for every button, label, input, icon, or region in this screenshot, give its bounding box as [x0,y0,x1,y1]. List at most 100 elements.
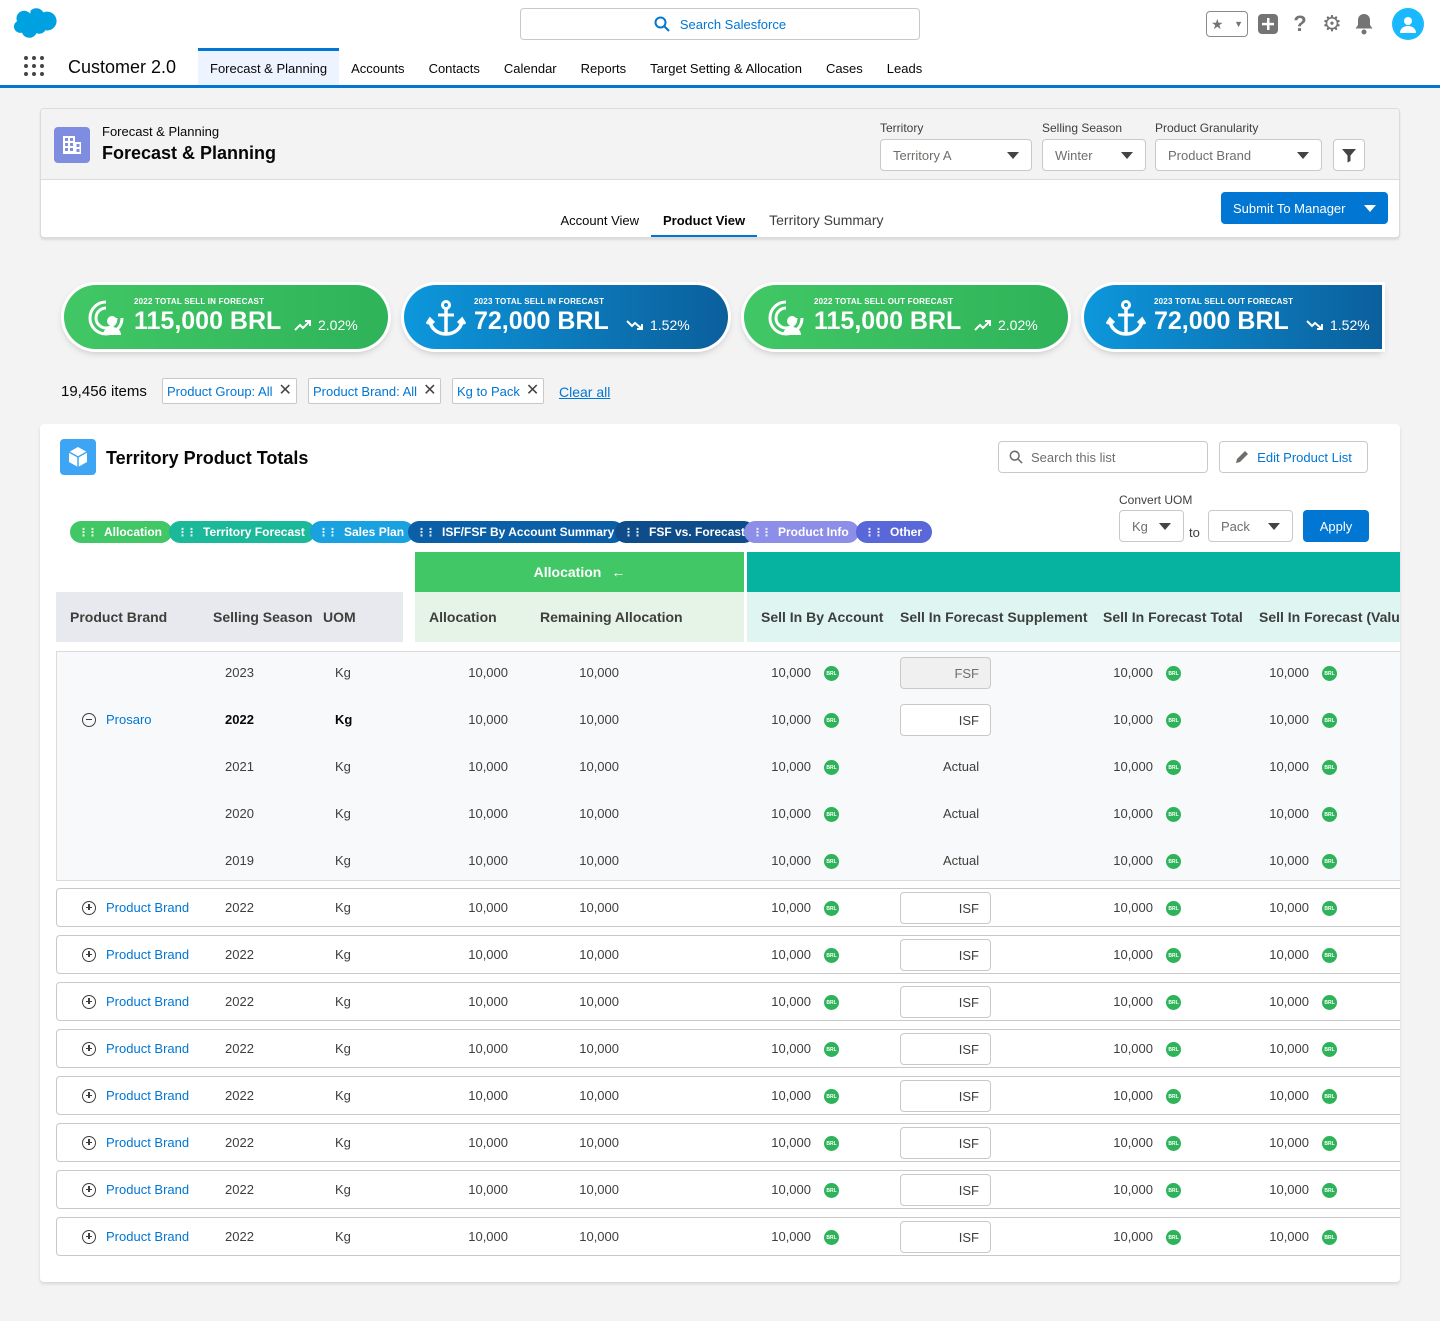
expand-icon[interactable] [82,1135,96,1150]
nav-item-accounts[interactable]: Accounts [351,60,405,76]
table-row[interactable] [56,1217,1400,1256]
col-header-uom[interactable]: UOM [323,609,356,625]
drag-handle-icon[interactable]: ⋮⋮ [78,526,98,539]
drag-handle-icon[interactable]: ⋮⋮ [864,526,884,539]
collapse-icon[interactable] [82,712,96,727]
drag-handle-icon[interactable]: ⋮⋮ [752,526,772,539]
supplement-input[interactable]: ISF [900,1127,991,1159]
supplement-input[interactable]: ISF [900,986,991,1018]
row-brand-link[interactable]: Product Brand [82,1088,189,1103]
nav-item-cases[interactable]: Cases [825,60,863,76]
drag-handle-icon[interactable]: ⋮⋮ [623,526,643,539]
tab-product-view[interactable]: Product View [651,205,758,237]
nav-item-target-setting[interactable]: Target Setting & Allocation [650,60,802,76]
app-launcher-icon[interactable] [24,56,44,76]
close-icon[interactable]: ✕ [423,382,437,399]
row-brand-link[interactable]: Product Brand [82,1182,189,1197]
row-brand-link[interactable]: Product Brand [82,947,189,962]
col-header-season[interactable]: Selling Season [213,609,313,625]
col-header-allocation[interactable]: Allocation [429,609,497,625]
col-header-value[interactable]: Sell In Forecast (Valu [1259,609,1400,625]
row-brand-link[interactable]: Product Brand [82,900,189,915]
uom-to-dropdown[interactable]: Pack [1208,510,1293,542]
drag-handle-icon[interactable]: ⋮⋮ [177,526,197,539]
supplement-input[interactable]: ISF [900,939,991,971]
nav-item-forecast-planning[interactable]: Forecast & Planning [198,48,340,85]
table-row[interactable] [56,888,1400,927]
row-brand-link[interactable]: Product Brand [82,1229,189,1244]
search-list-input[interactable]: Search this list [998,441,1208,473]
help-icon[interactable]: ? [1293,11,1307,36]
expand-icon[interactable] [82,900,96,915]
territory-product-totals-card: Territory Product Totals Search this lis… [40,424,1400,1282]
tab-account-view[interactable]: Account View [560,212,640,228]
gear-icon[interactable]: ⚙ [1322,11,1342,36]
chip-fsf-vs-forecast[interactable]: ⋮⋮ FSF vs. Forecast [615,521,756,543]
drag-handle-icon[interactable]: ⋮⋮ [318,526,338,539]
filter-pill-kg-to-pack[interactable]: Kg to Pack ✕ [452,378,545,404]
row-brand-link[interactable]: Product Brand [82,1135,189,1150]
row-brand-link[interactable]: Product Brand [82,994,189,1009]
expand-icon[interactable] [82,994,96,1009]
chip-product-info[interactable]: ⋮⋮ Product Info [744,521,859,543]
submit-to-manager-button[interactable]: Submit To Manager [1221,192,1388,224]
table-row[interactable] [56,935,1400,974]
global-search[interactable]: Search Salesforce [520,8,920,40]
filter-pill-product-group[interactable]: Product Group: All ✕ [162,378,297,404]
expand-icon[interactable] [82,947,96,962]
filter-button[interactable] [1333,139,1365,171]
nav-item-calendar[interactable]: Calendar [503,60,557,76]
table-row[interactable] [56,1076,1400,1115]
supplement-input[interactable]: ISF [900,1174,991,1206]
salesforce-logo[interactable] [14,8,58,40]
row-brand-link[interactable]: Product Brand [82,1041,189,1056]
chip-sales-plan[interactable]: ⋮⋮ Sales Plan [310,521,415,543]
season-dropdown[interactable]: Winter [1042,139,1146,171]
close-icon[interactable]: ✕ [278,382,292,399]
table-row[interactable] [56,1029,1400,1068]
col-header-brand[interactable]: Product Brand [70,609,168,625]
tab-territory-summary[interactable]: Territory Summary [769,212,884,228]
table-row[interactable] [56,1123,1400,1162]
expand-icon[interactable] [82,1088,96,1103]
chip-allocation[interactable]: ⋮⋮ Allocation [70,521,173,543]
total-cell: 10,000 [1113,759,1153,774]
expand-icon[interactable] [82,1041,96,1056]
drag-handle-icon[interactable]: ⋮⋮ [416,526,436,539]
user-avatar[interactable] [1392,8,1424,40]
nav-item-reports[interactable]: Reports [580,60,627,76]
chip-other[interactable]: ⋮⋮ Other [856,521,933,543]
supplement-input[interactable]: ISF [900,1080,991,1112]
supplement-input[interactable]: ISF [900,892,991,924]
add-icon[interactable] [1256,12,1280,36]
supplement-input[interactable]: ISF [900,1033,991,1065]
col-header-supplement[interactable]: Sell In Forecast Supplement [900,609,1088,625]
bell-icon[interactable] [1352,12,1376,36]
supplement-input[interactable]: ISF [900,704,991,736]
kpi-delta: 2.02% [974,317,1038,333]
col-header-sell-in-account[interactable]: Sell In By Account [761,609,884,625]
nav-item-contacts[interactable]: Contacts [428,60,480,76]
table-row[interactable] [56,982,1400,1021]
uom-from-dropdown[interactable]: Kg [1119,510,1184,542]
apply-button[interactable]: Apply [1303,510,1369,542]
edit-product-list-button[interactable]: Edit Product List [1219,441,1368,473]
allocation-group-header[interactable]: Allocation ← [415,552,744,592]
territory-dropdown[interactable]: Territory A [880,139,1032,171]
expand-icon[interactable] [82,1182,96,1197]
expand-icon[interactable] [82,1229,96,1244]
granularity-dropdown[interactable]: Product Brand [1155,139,1322,171]
table-row[interactable] [56,1170,1400,1209]
clear-all-link[interactable]: Clear all [559,384,611,400]
nav-item-leads[interactable]: Leads [886,60,923,76]
supplement-input[interactable]: ISF [900,1221,991,1253]
chip-territory-forecast[interactable]: ⋮⋮ Territory Forecast [169,521,315,543]
col-header-total[interactable]: Sell In Forecast Total [1103,609,1243,625]
close-icon[interactable]: ✕ [525,382,540,399]
favorites-button[interactable]: ★ ▼ [1206,11,1248,37]
col-header-remaining[interactable]: Remaining Allocation [540,609,683,625]
chip-isf-fsf-by-account-summary[interactable]: ⋮⋮ ISF/FSF By Account Summary [408,521,625,543]
group-brand-link[interactable]: Prosaro [82,712,152,727]
season-cell: 2020 [225,806,254,821]
filter-pill-product-brand[interactable]: Product Brand: All ✕ [308,378,442,404]
